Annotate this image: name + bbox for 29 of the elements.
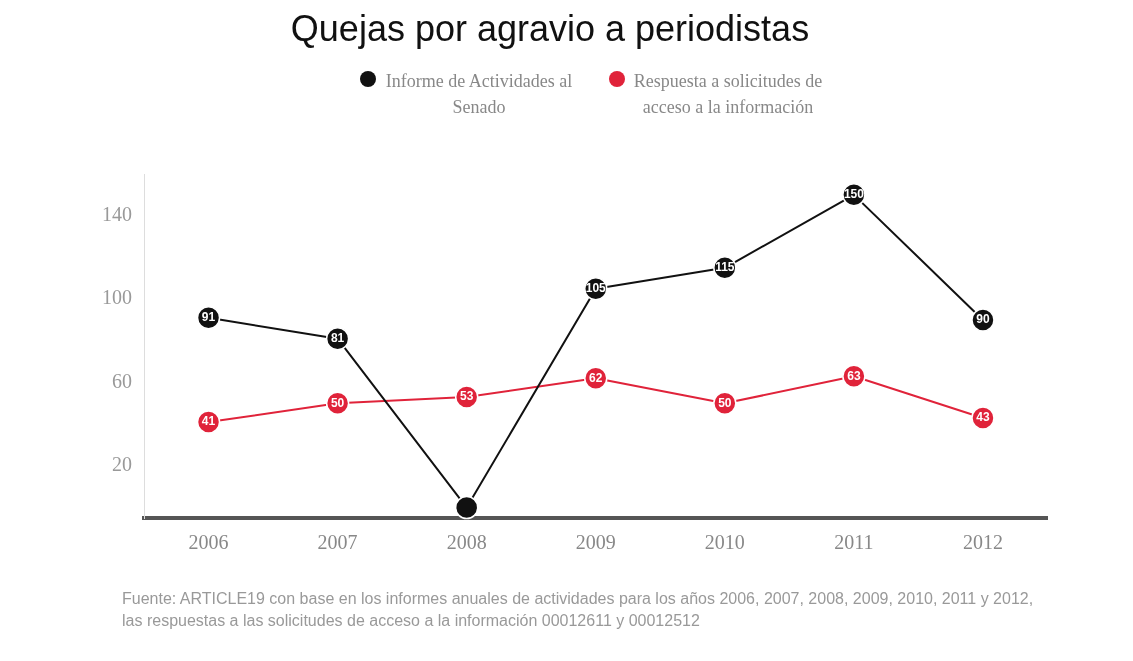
y-tick-label: 20 xyxy=(112,453,132,476)
x-tick-label: 2012 xyxy=(962,531,1003,554)
y-tick-label: 100 xyxy=(102,286,132,309)
data-label: 105 xyxy=(585,280,607,295)
legend-label: Respuesta a solicitudes de acceso a la información xyxy=(632,70,824,119)
x-tick-label: 2006 xyxy=(188,531,229,554)
data-label: 115 xyxy=(715,260,735,275)
data-label: 81 xyxy=(330,331,345,346)
legend-label: Informe de Actividades al Senado xyxy=(384,70,574,119)
data-label: 50 xyxy=(718,395,732,410)
chart-title: Quejas por agravio a periodistas xyxy=(289,8,811,50)
x-tick-label: 2007 xyxy=(317,531,358,554)
data-label: 91 xyxy=(201,310,216,325)
y-tick-label: 140 xyxy=(102,202,132,225)
point xyxy=(454,495,479,520)
source-note: Fuente: ARTICLE19 con base en los informes anuales de actividades para los años 2006, 2007, 2008, 2009, 2010, 2011 y 2012, las respuestas a las solicitudes de acceso a la información 00012611 y 00012512 xyxy=(122,589,1035,631)
data-label: 150 xyxy=(843,187,865,202)
x-tick-label: 2009 xyxy=(575,531,616,554)
data-label: 62 xyxy=(589,370,603,385)
data-label: 90 xyxy=(976,312,990,327)
y-tick-label: 60 xyxy=(112,369,132,392)
data-label: 63 xyxy=(847,368,861,383)
x-tick-label: 2011 xyxy=(834,531,874,554)
x-tick-label: 2010 xyxy=(704,531,745,554)
data-label: 50 xyxy=(330,395,345,410)
data-label: 41 xyxy=(201,414,216,429)
data-label: 43 xyxy=(976,410,990,425)
x-tick-label: 2008 xyxy=(446,531,487,554)
data-label: 53 xyxy=(460,389,474,404)
